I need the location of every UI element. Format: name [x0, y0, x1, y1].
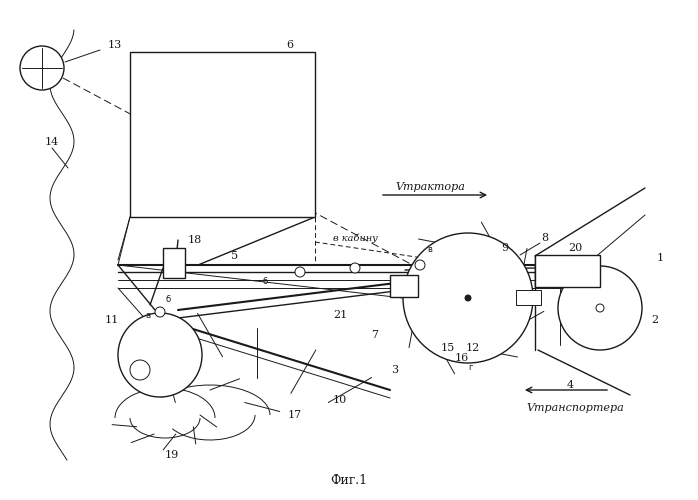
Bar	[163, 248, 185, 278]
Bar	[130, 52, 315, 217]
Text: 8: 8	[542, 233, 549, 243]
Text: в: в	[428, 246, 433, 254]
Text: г: г	[468, 364, 472, 372]
Text: 13: 13	[108, 40, 122, 50]
Text: 20: 20	[568, 243, 582, 253]
Text: 11: 11	[105, 315, 119, 325]
Text: 16: 16	[455, 353, 469, 363]
Text: 17: 17	[288, 410, 302, 420]
Text: в кабину: в кабину	[333, 233, 378, 243]
Text: 15: 15	[441, 343, 455, 353]
Circle shape	[350, 263, 360, 273]
Text: Vтранспортера: Vтранспортера	[526, 403, 624, 413]
Text: 18: 18	[188, 235, 202, 245]
Text: 1: 1	[656, 253, 664, 263]
Circle shape	[155, 307, 165, 317]
Circle shape	[118, 313, 202, 397]
Circle shape	[130, 360, 150, 380]
Text: 19: 19	[165, 450, 179, 460]
Circle shape	[558, 266, 642, 350]
Text: 9: 9	[501, 243, 509, 253]
Text: 5: 5	[232, 251, 239, 261]
Text: Фиг.1: Фиг.1	[330, 474, 368, 486]
Text: Vтрактора: Vтрактора	[395, 182, 465, 192]
Bar	[516, 290, 541, 305]
Text: 12: 12	[466, 343, 480, 353]
Text: а: а	[145, 312, 151, 320]
Text: б: б	[165, 296, 170, 304]
Text: 7: 7	[371, 330, 378, 340]
Circle shape	[596, 304, 604, 312]
Text: 3: 3	[392, 365, 399, 375]
Circle shape	[415, 260, 425, 270]
Text: б: б	[262, 278, 267, 286]
Text: 10: 10	[333, 395, 347, 405]
Text: 14: 14	[45, 137, 59, 147]
Text: 6: 6	[286, 40, 294, 50]
Text: 21: 21	[333, 310, 347, 320]
Text: 2: 2	[651, 315, 658, 325]
Bar	[390, 275, 418, 297]
Text: 4: 4	[567, 380, 574, 390]
Circle shape	[465, 295, 471, 301]
Circle shape	[403, 233, 533, 363]
Circle shape	[295, 267, 305, 277]
Bar	[535, 255, 600, 287]
Circle shape	[20, 46, 64, 90]
